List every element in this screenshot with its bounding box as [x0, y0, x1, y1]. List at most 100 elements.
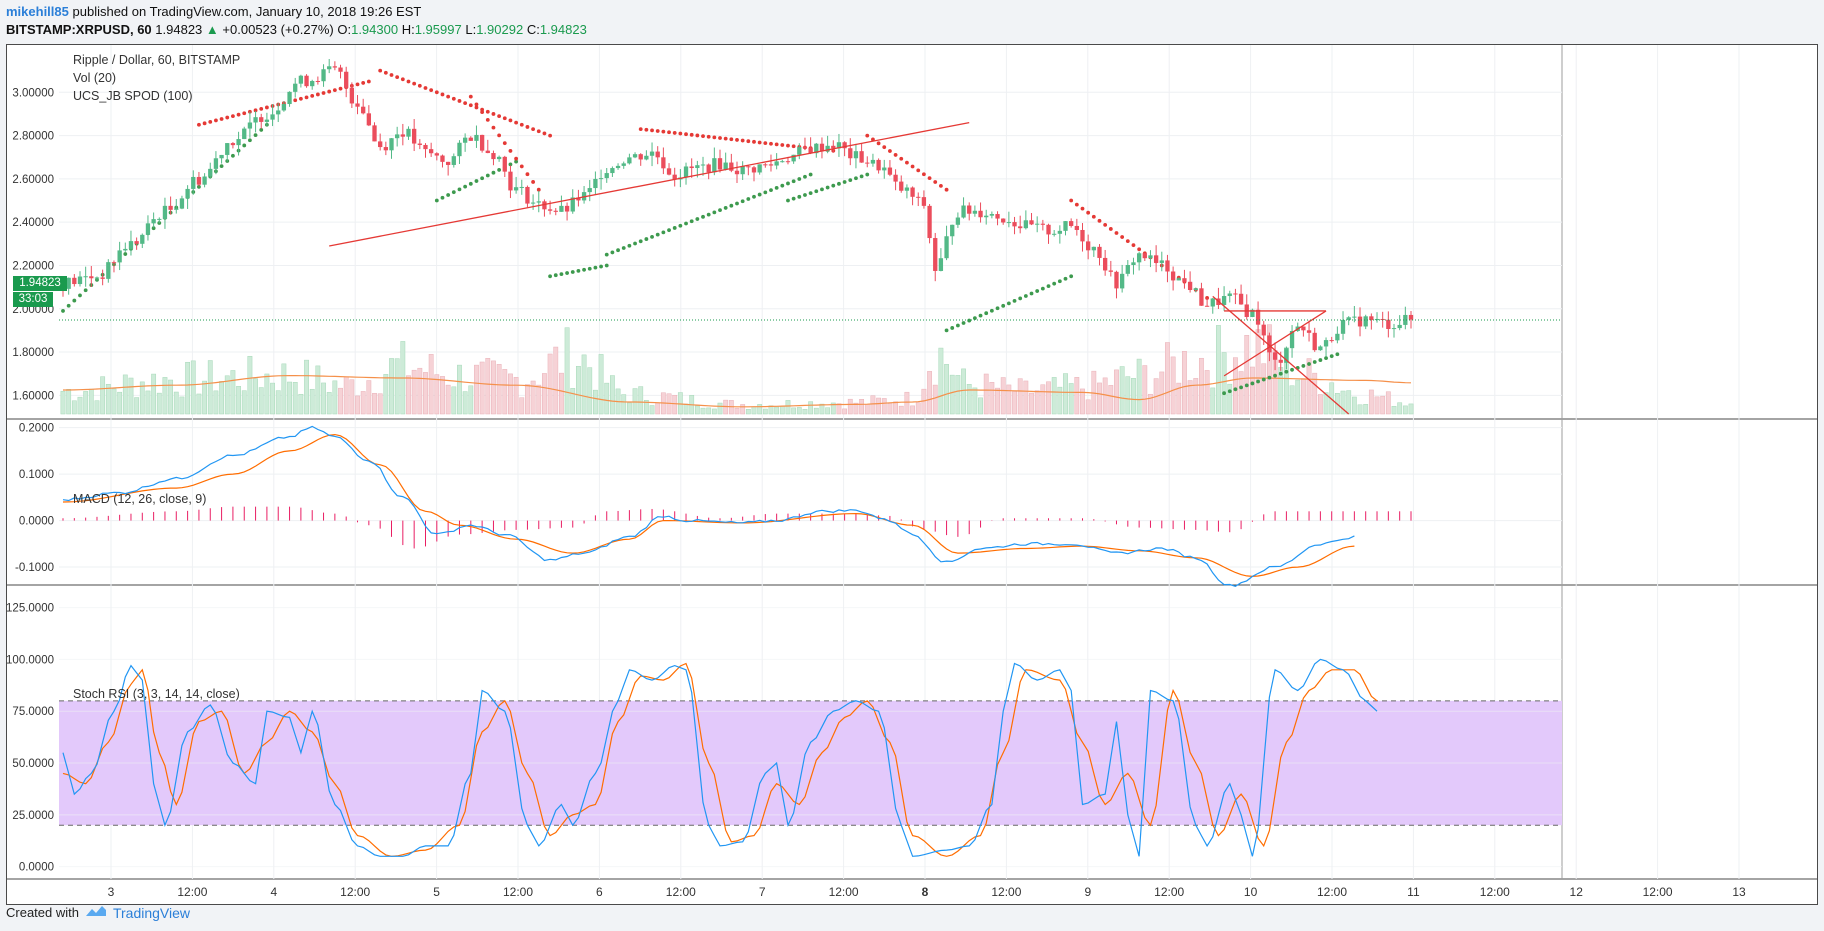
sar-dot — [474, 105, 479, 110]
volume-bar — [1397, 402, 1403, 415]
x-axis-tick-label: 12:00 — [991, 885, 1021, 899]
sar-dot — [944, 328, 949, 333]
sar-dot — [1222, 391, 1226, 396]
main-legend-title: Ripple / Dollar, 60, BITSTAMP — [73, 53, 241, 67]
sar-dot — [684, 132, 688, 137]
sar-dot — [1120, 235, 1125, 239]
published-text: published on TradingView.com, January 10… — [72, 4, 422, 19]
sar-dot — [661, 129, 666, 134]
candle-body — [768, 164, 774, 166]
candle-body — [1374, 318, 1380, 321]
volume-bar — [1136, 358, 1142, 415]
sar-dot — [480, 176, 485, 181]
candle-body — [587, 188, 592, 193]
tradingview-brand-link[interactable]: TradingView — [112, 904, 191, 921]
candle-body — [984, 215, 989, 218]
sar-dot — [995, 306, 1000, 311]
volume-bar — [1193, 378, 1199, 415]
candle-body — [604, 173, 609, 179]
sar-dot — [984, 311, 989, 316]
volume-bar — [139, 381, 145, 415]
volume-bar — [570, 388, 576, 415]
volume-bar — [292, 382, 298, 415]
volume-bar — [978, 397, 983, 415]
volume-bar — [1074, 377, 1080, 415]
candle-body — [219, 154, 224, 159]
open-label: O: — [337, 22, 352, 37]
candle-body — [717, 158, 723, 170]
sar-dot — [457, 187, 462, 192]
macd-axis-tick-label: 0.0000 — [19, 516, 54, 528]
candle-body — [751, 167, 757, 173]
sar-dot — [695, 217, 700, 221]
volume-bar — [1119, 366, 1125, 415]
sar-dot — [570, 270, 575, 274]
sar-dot — [83, 288, 88, 293]
sar-dot — [808, 172, 813, 177]
candle-body — [395, 134, 400, 139]
sar-dot — [1284, 369, 1289, 374]
volume-bar — [751, 406, 757, 415]
sar-dot — [627, 243, 632, 248]
chart-canvas[interactable]: 3 12:00 4 12:00 5 12:00 6 12:00 7 12:00 8 12:00 9 12:… — [7, 45, 1817, 904]
candle-body — [576, 197, 581, 201]
candle-body — [479, 134, 485, 151]
candle-body — [808, 147, 813, 154]
candle-body — [1035, 223, 1040, 225]
volume-bar — [677, 392, 683, 415]
candle-body — [372, 125, 377, 142]
candle-body — [542, 201, 547, 210]
volume-bar — [247, 355, 253, 415]
candle-body — [1023, 220, 1029, 229]
candle-body — [519, 186, 524, 188]
volume-bar — [202, 380, 207, 415]
candle-body — [904, 187, 910, 191]
sar-dot — [587, 266, 592, 271]
low-value: 1.90292 — [476, 22, 524, 37]
volume-bar — [864, 404, 870, 415]
candle-body — [1108, 270, 1113, 272]
sar-dot — [1029, 291, 1034, 296]
candle-body — [168, 205, 173, 210]
volume-bar — [1255, 329, 1261, 415]
candle-body — [1250, 309, 1255, 317]
sar-dot — [808, 191, 813, 196]
volume-bar — [1402, 405, 1408, 415]
volume-bar — [819, 403, 825, 415]
sar-dot — [774, 142, 779, 147]
candle-body — [485, 150, 490, 154]
volume-bar — [77, 396, 83, 415]
candle-body — [111, 262, 117, 264]
candle-body — [655, 151, 660, 158]
candle-body — [961, 205, 966, 218]
sar-dot — [1329, 354, 1334, 359]
stoch-axis-tick-label: 50.0000 — [12, 758, 54, 770]
candle-body — [100, 277, 105, 279]
candle-body — [1346, 317, 1351, 320]
sar-dot — [123, 252, 128, 256]
volume-bar — [60, 390, 66, 415]
volume-bar — [983, 373, 989, 415]
sar-dot — [468, 103, 473, 108]
sar-dot — [938, 183, 943, 188]
sar-dot — [542, 131, 547, 136]
sar-dot — [735, 201, 739, 206]
sar-dot — [695, 133, 700, 138]
sar-dot — [446, 94, 451, 99]
sar-dot — [757, 140, 762, 145]
author-link[interactable]: mikehill85 — [6, 4, 69, 19]
sar-dot — [888, 149, 892, 153]
chart-area[interactable]: 3 12:00 4 12:00 5 12:00 6 12:00 7 12:00 8 12:00 9 12:… — [6, 44, 1818, 905]
volume-bar — [638, 386, 644, 415]
sar-dot — [701, 214, 705, 219]
volume-bar — [440, 376, 445, 415]
candle-body — [1306, 330, 1312, 333]
sar-dot — [525, 172, 530, 177]
candle-body — [893, 174, 898, 182]
sar-dot — [791, 196, 796, 201]
sar-dot — [655, 232, 660, 237]
candle-body — [513, 187, 519, 191]
candle-body — [559, 205, 564, 212]
sar-dot — [395, 75, 400, 80]
candle-body — [440, 155, 445, 162]
